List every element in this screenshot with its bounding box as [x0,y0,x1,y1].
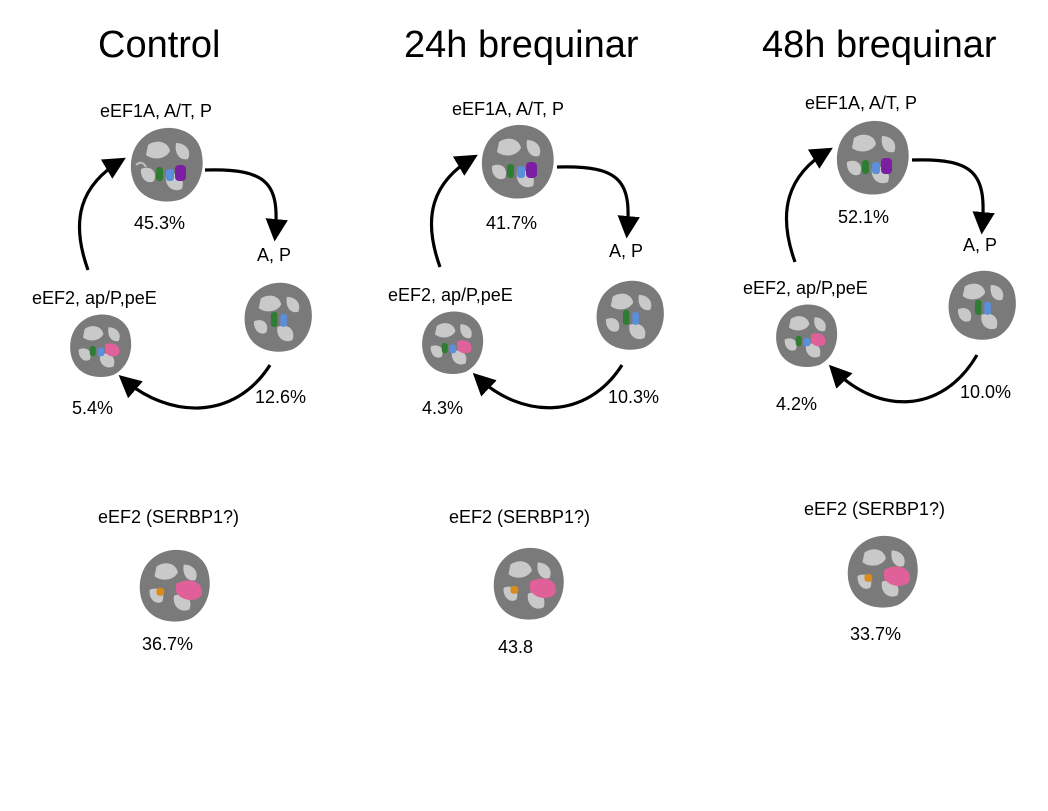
state-percent-right: 10.0% [960,382,1012,402]
state-percent-bottom: 33.7% [850,624,902,644]
state-label-left: eEF2, ap/P,peE [32,288,157,308]
state-label-bottom: eEF2 (SERBP1?) [449,507,591,527]
state-label-top: eEF1A, A/T, P [805,93,918,113]
panel-title: 24h brequinar [404,24,639,66]
arrow-top-to-right [911,158,995,235]
state-percent-left: 5.4% [72,398,114,418]
state-label-right: A, P [257,245,292,265]
panel-title: 48h brequinar [762,24,997,66]
state-percent-right: 10.3% [608,387,660,407]
panel-title: Control [98,24,221,66]
state-percent-right: 12.6% [255,387,307,407]
ribosome-map-left [422,311,484,375]
arrow-right-to-left [828,354,979,404]
state-label-top: eEF1A, A/T, P [452,99,565,119]
state-label-left: eEF2, ap/P,peE [388,285,513,305]
state-label-right: A, P [609,241,644,261]
ribosome-map-bottom [493,547,564,620]
arrow-right-to-left [118,364,272,410]
ribosome-map-top [130,127,203,202]
state-percent-top: 52.1% [838,207,890,227]
state-percent-left: 4.3% [422,398,464,418]
state-label-bottom: eEF2 (SERBP1?) [98,507,240,527]
arrow-left-to-top [77,157,126,271]
arrow-top-to-right [204,168,288,242]
state-percent-left: 4.2% [776,394,818,414]
ribosome-map-right [596,280,664,350]
ribosome-map-top [836,120,909,195]
ribosome-map-top [481,124,554,199]
arrow-left-to-top [429,154,478,268]
state-label-bottom: eEF2 (SERBP1?) [804,499,946,519]
state-percent-bottom: 36.7% [142,634,194,654]
ribosome-map-left [776,304,838,368]
state-percent-bottom: 43.8 [498,637,534,657]
arrow-top-to-right [556,165,640,239]
ribosome-map-bottom [847,535,918,608]
arrow-left-to-top [784,147,833,263]
ribosome-map-bottom [139,549,210,622]
ribosome-map-left [70,314,132,378]
state-label-top: eEF1A, A/T, P [100,101,213,121]
ribosome-map-right [948,270,1016,340]
state-percent-top: 41.7% [486,213,538,233]
state-label-left: eEF2, ap/P,peE [743,278,868,298]
arrow-right-to-left [472,364,624,410]
state-label-right: A, P [963,235,998,255]
state-percent-top: 45.3% [134,213,186,233]
ribosome-map-right [244,282,312,352]
